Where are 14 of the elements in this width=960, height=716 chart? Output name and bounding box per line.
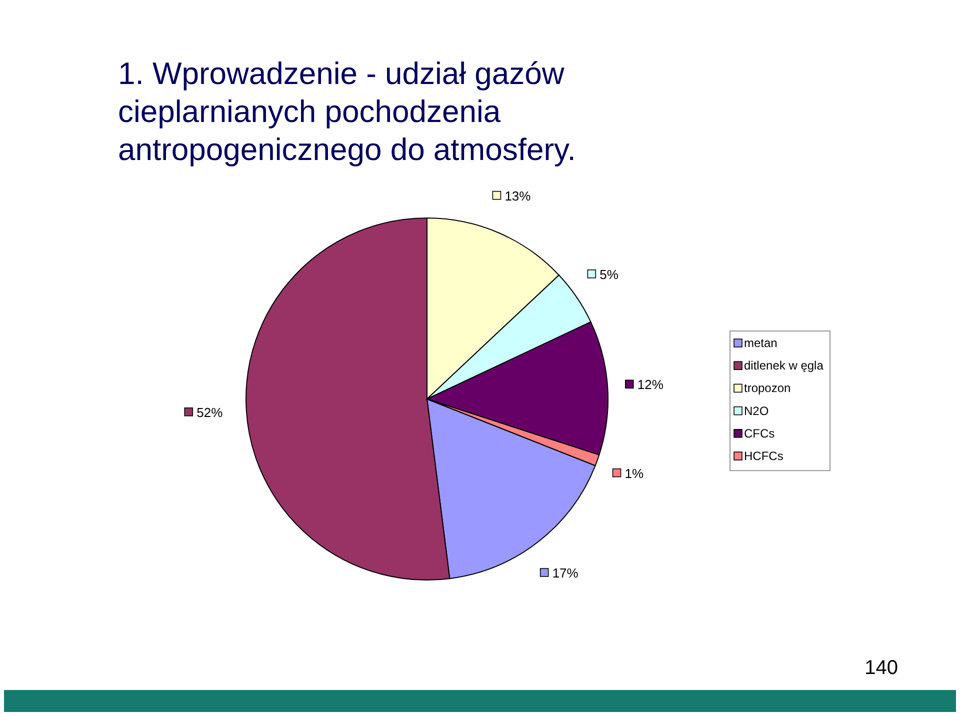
chart-title: 1. Wprowadzenie - udział gazów cieplarnianych pochodzenia antropogenicznego do atmosfery. [118, 56, 576, 167]
data-label: 5% [600, 266, 619, 282]
data-label: 17% [552, 565, 579, 580]
legend-label: tropozon [744, 381, 791, 396]
text: 140 [864, 657, 898, 679]
data-label: 13% [504, 188, 532, 204]
legend-label: metan [744, 336, 778, 350]
data-label: 12% [637, 377, 664, 392]
data-label: 1% [624, 466, 644, 481]
legend-label: N2O [744, 404, 769, 418]
legend-label: CFCs [744, 426, 775, 440]
legend-label: ditlenek w ęgla [744, 358, 824, 373]
legend-label: HCFCs [744, 449, 784, 463]
data-label: 52% [196, 404, 224, 420]
